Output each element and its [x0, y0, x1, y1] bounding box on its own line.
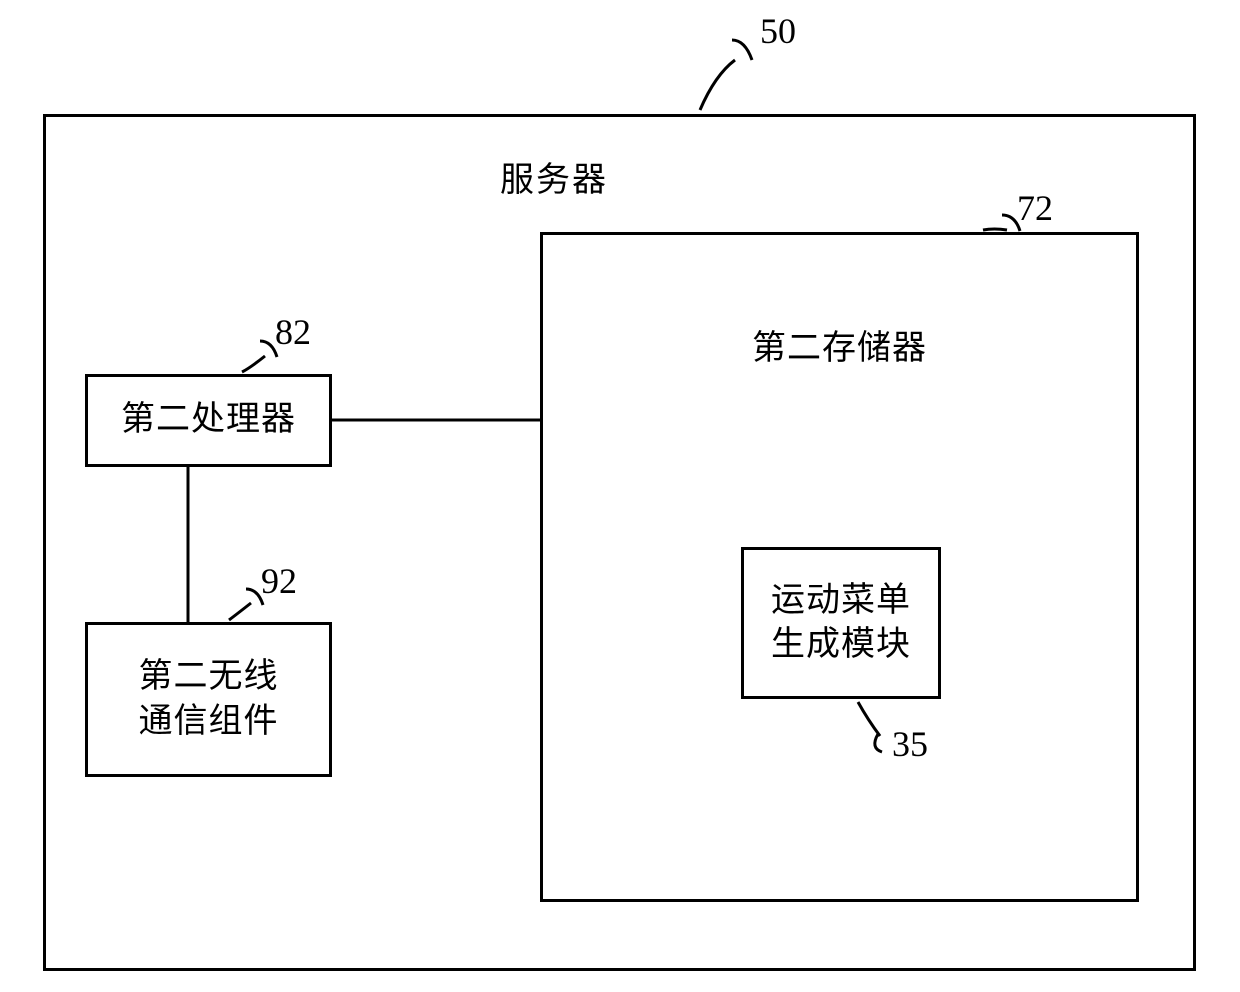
processor-label: 第二处理器 [121, 398, 296, 442]
block-diagram: 服务器 第二存储器 第二处理器 第二无线通信组件 运动菜单生成模块 50 82 … [0, 0, 1240, 992]
server-title: 服务器 [500, 152, 608, 201]
module-box: 运动菜单生成模块 [741, 547, 941, 699]
module-label: 运动菜单生成模块 [771, 579, 911, 667]
storage-label: 第二存储器 [752, 327, 927, 371]
wireless-label: 第二无线通信组件 [139, 655, 279, 743]
ref-35: 35 [892, 723, 928, 765]
ref-72: 72 [1017, 187, 1053, 229]
ref-82: 82 [275, 311, 311, 353]
wireless-box: 第二无线通信组件 [85, 622, 332, 777]
ref-50: 50 [760, 10, 796, 52]
ref-92: 92 [261, 560, 297, 602]
leader-50-hook [732, 40, 752, 60]
processor-box: 第二处理器 [85, 374, 332, 467]
leader-50 [700, 60, 735, 110]
